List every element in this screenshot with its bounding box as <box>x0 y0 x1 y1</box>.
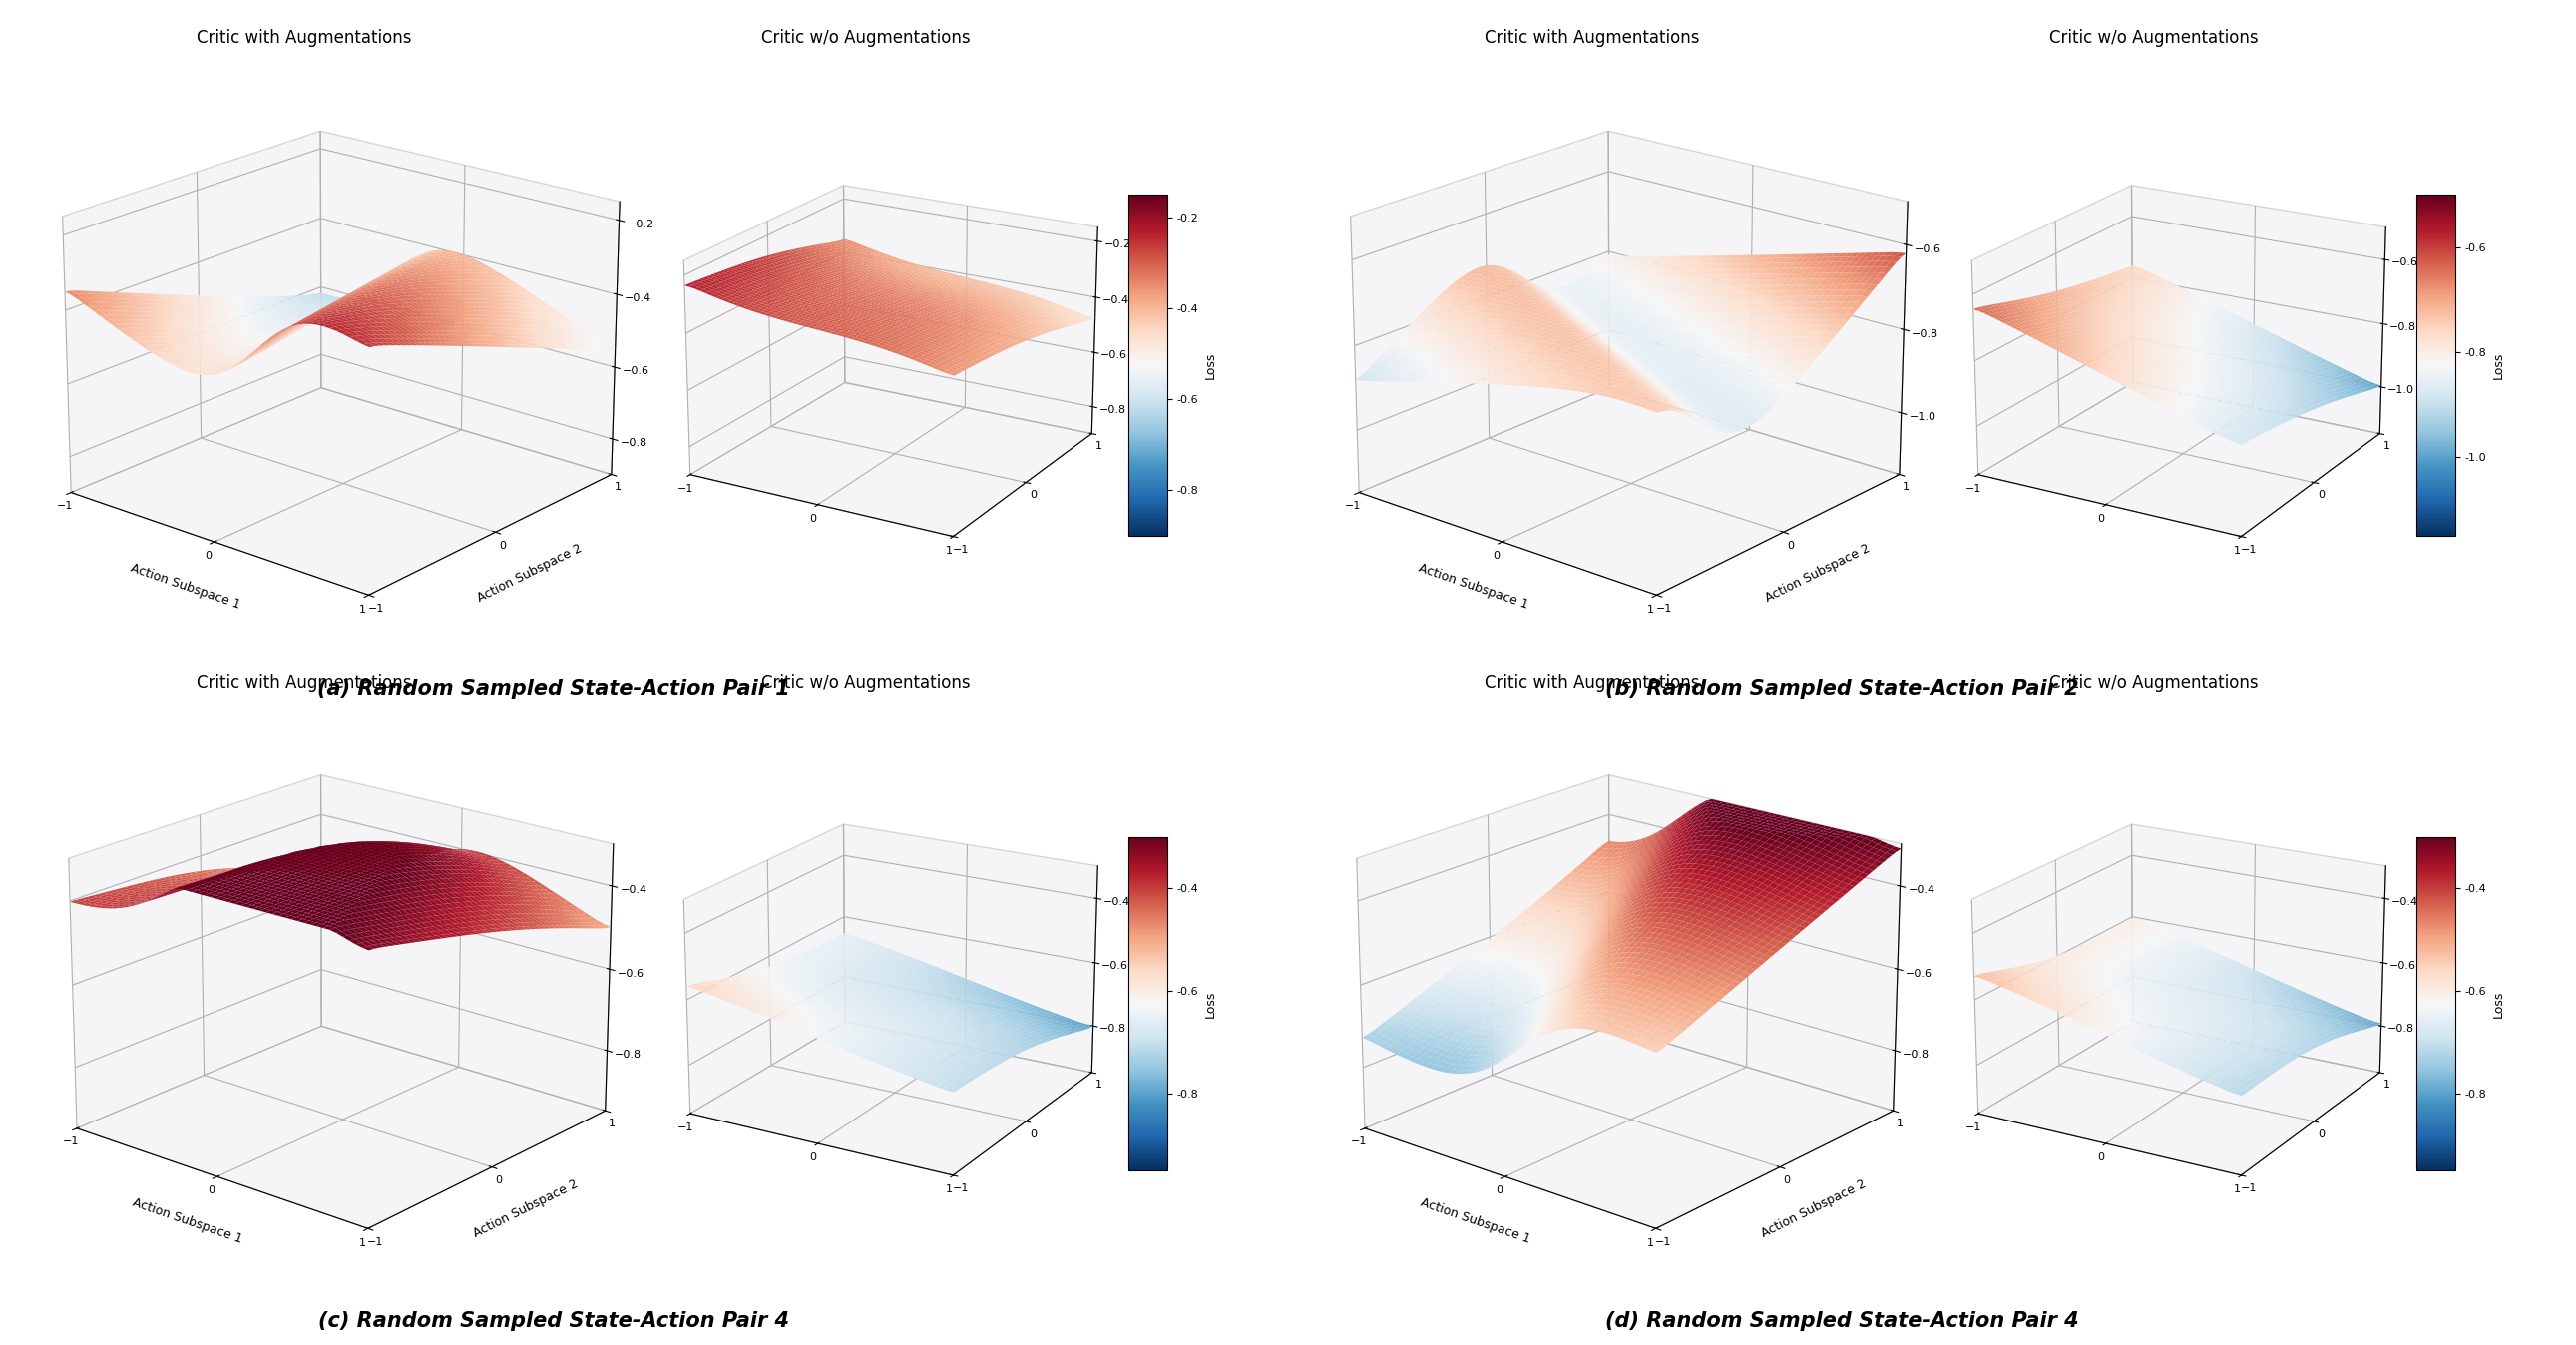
Y-axis label: Action Subspace 2: Action Subspace 2 <box>474 542 585 605</box>
Text: (d) Random Sampled State-Action Pair 4: (d) Random Sampled State-Action Pair 4 <box>1605 1311 2079 1332</box>
Text: (b) Random Sampled State-Action Pair 2: (b) Random Sampled State-Action Pair 2 <box>1605 679 2079 699</box>
Text: (a) Random Sampled State-Action Pair 1: (a) Random Sampled State-Action Pair 1 <box>317 679 791 699</box>
X-axis label: Action Subspace 1: Action Subspace 1 <box>129 561 242 611</box>
Text: Critic with Augmentations: Critic with Augmentations <box>196 30 412 47</box>
Text: Critic with Augmentations: Critic with Augmentations <box>196 675 412 693</box>
Text: Critic w/o Augmentations: Critic w/o Augmentations <box>760 30 971 47</box>
Y-axis label: Action Subspace 2: Action Subspace 2 <box>471 1177 580 1240</box>
Y-axis label: Loss: Loss <box>2491 990 2504 1017</box>
Text: Critic w/o Augmentations: Critic w/o Augmentations <box>2048 675 2259 693</box>
Text: Critic w/o Augmentations: Critic w/o Augmentations <box>760 675 971 693</box>
Y-axis label: Loss: Loss <box>2491 351 2504 379</box>
Text: (c) Random Sampled State-Action Pair 4: (c) Random Sampled State-Action Pair 4 <box>319 1311 788 1332</box>
Y-axis label: Loss: Loss <box>1203 990 1216 1017</box>
Y-axis label: Loss: Loss <box>1203 351 1216 379</box>
Text: Critic with Augmentations: Critic with Augmentations <box>1484 30 1700 47</box>
X-axis label: Action Subspace 1: Action Subspace 1 <box>1419 1196 1533 1245</box>
X-axis label: Action Subspace 1: Action Subspace 1 <box>1417 561 1530 611</box>
Text: Critic with Augmentations: Critic with Augmentations <box>1484 675 1700 693</box>
Text: Critic w/o Augmentations: Critic w/o Augmentations <box>2048 30 2259 47</box>
X-axis label: Action Subspace 1: Action Subspace 1 <box>131 1196 245 1245</box>
Y-axis label: Action Subspace 2: Action Subspace 2 <box>1762 542 1873 605</box>
Y-axis label: Action Subspace 2: Action Subspace 2 <box>1759 1177 1868 1240</box>
